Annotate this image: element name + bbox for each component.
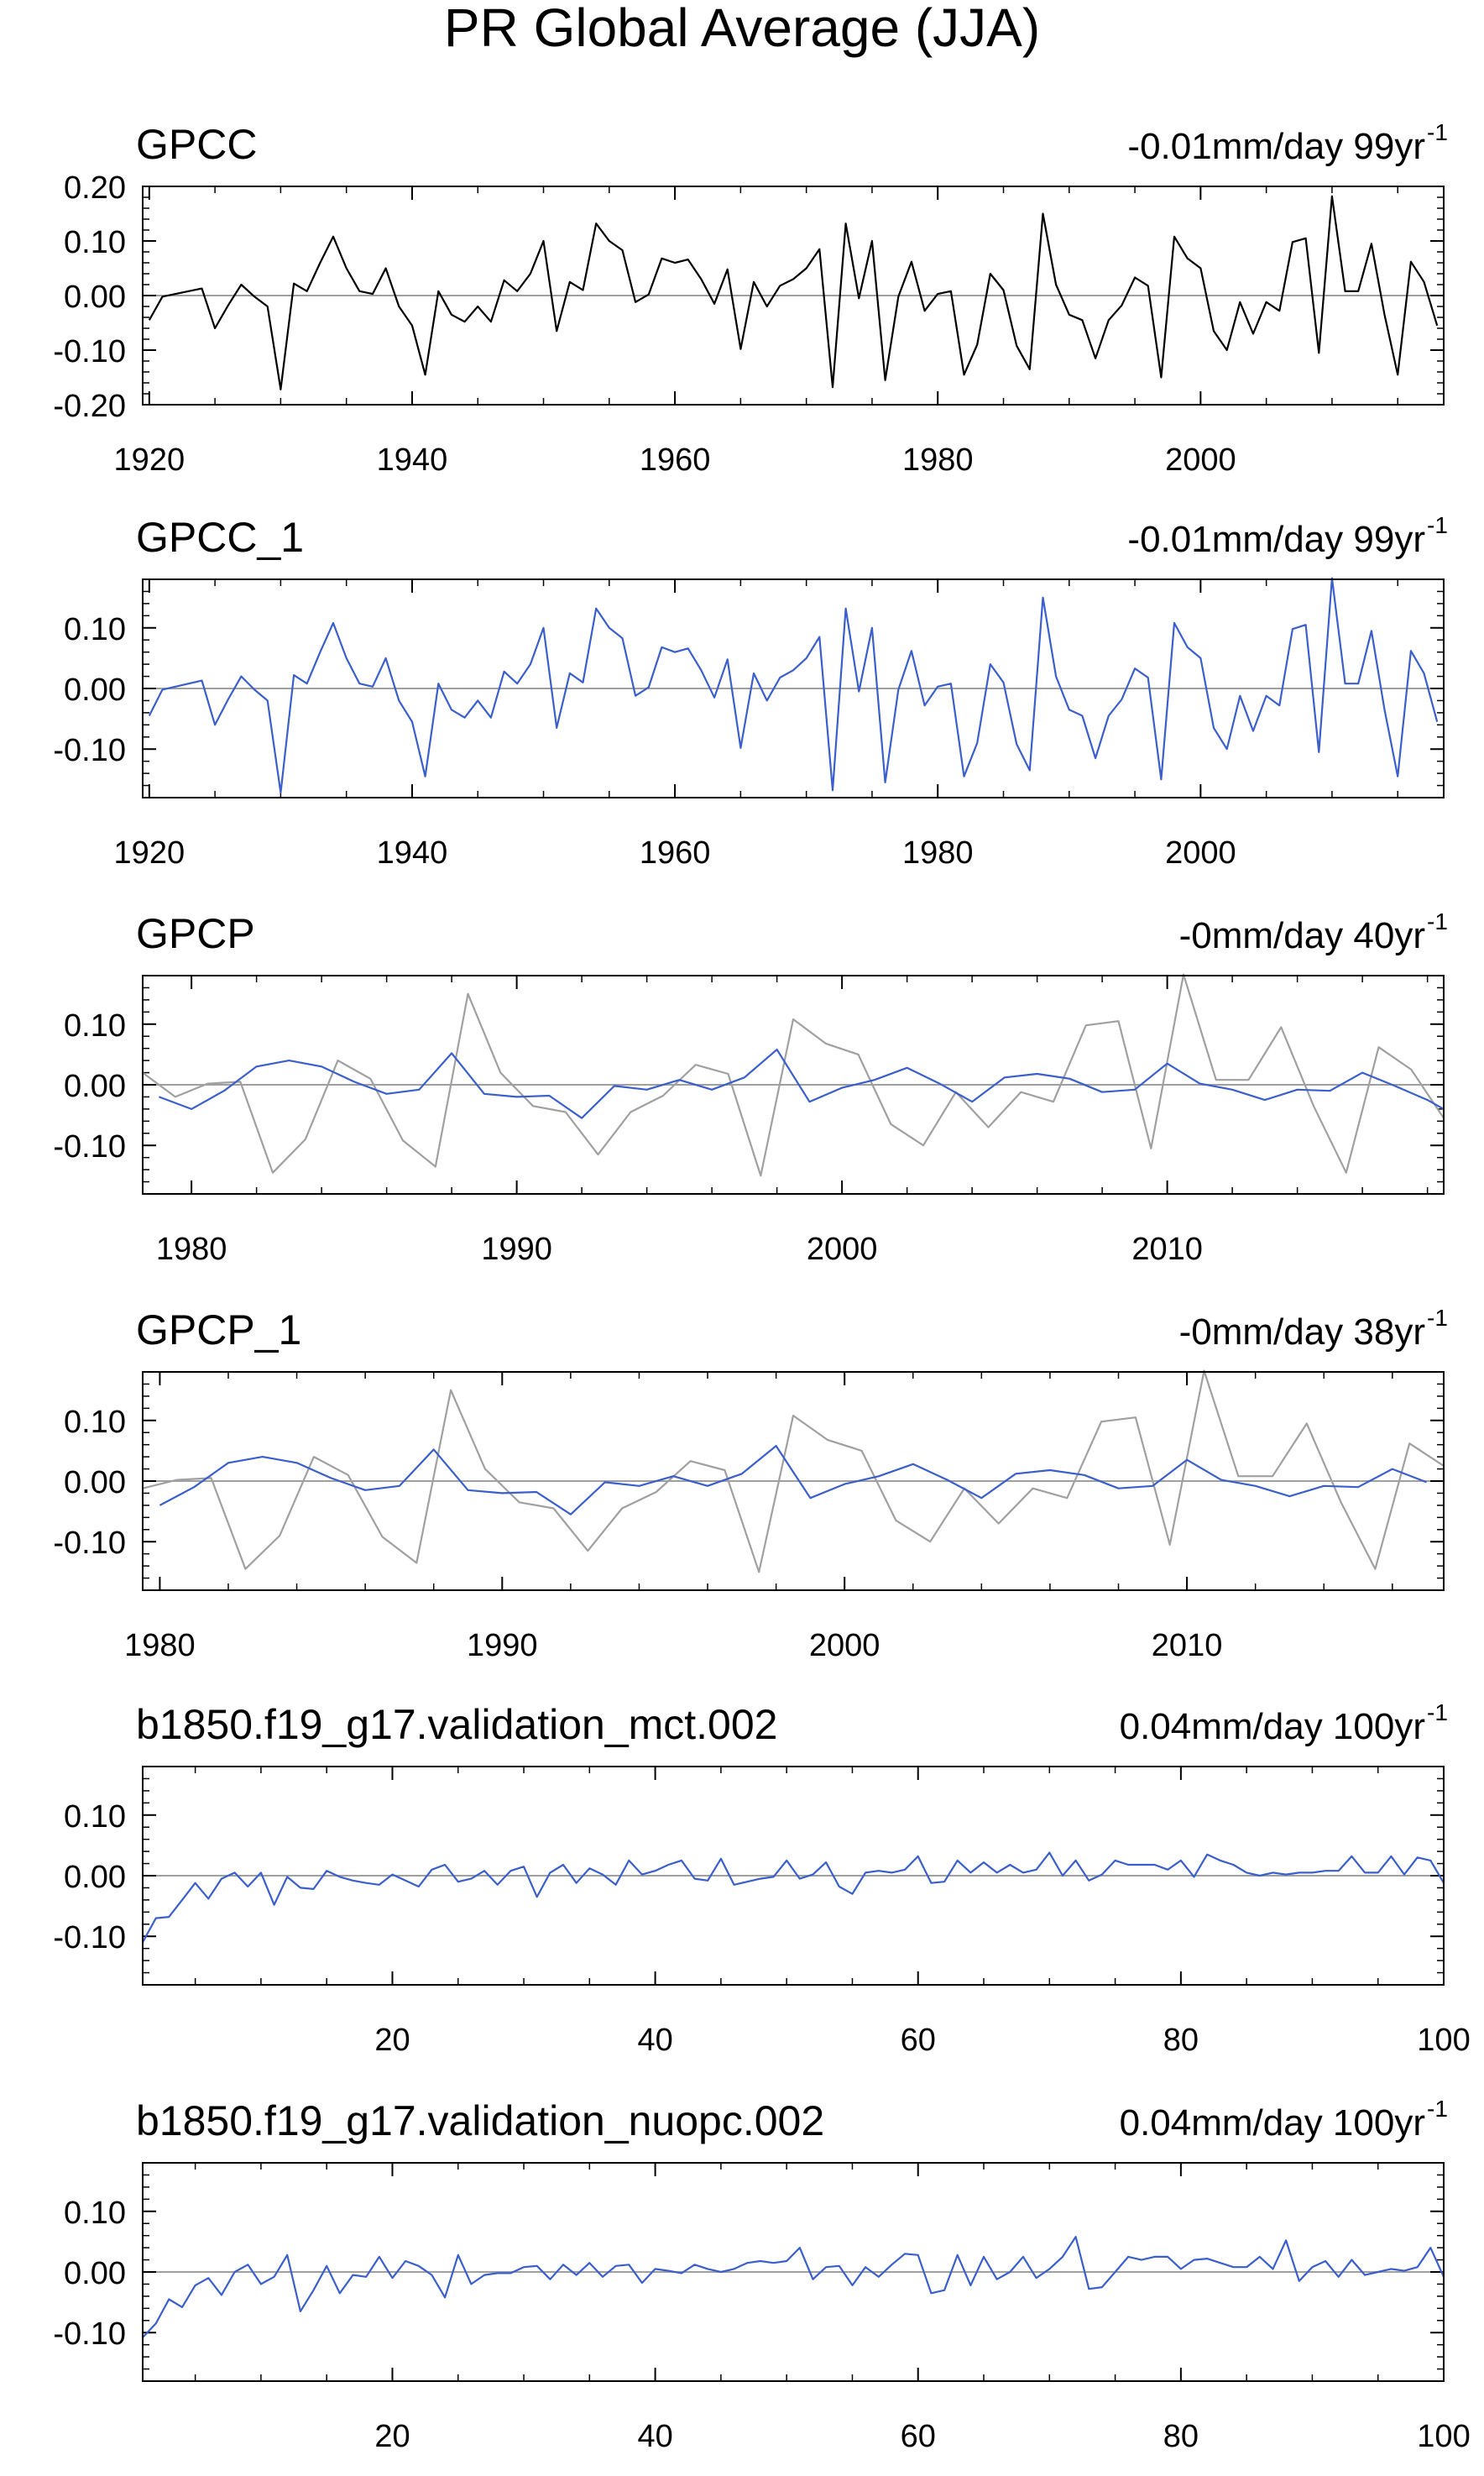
series-line [148, 195, 1439, 390]
x-tick-label: 1920 [114, 442, 186, 478]
y-tick-label: -0.10 [53, 733, 126, 768]
y-tick-label: 0.00 [64, 1860, 126, 1895]
y-tick-label: -0.10 [53, 334, 126, 369]
panel-title: GPCP_1 [136, 1306, 301, 1353]
x-tick-label: 1940 [377, 835, 448, 871]
trend-label: -0.01mm/day 99yr [1127, 126, 1425, 167]
y-tick-label: -0.20 [53, 389, 126, 424]
y-tick-label: 0.10 [64, 2196, 126, 2231]
x-tick-label: 80 [1163, 2419, 1199, 2454]
x-tick-label: 1940 [377, 442, 448, 478]
x-tick-label: 1980 [124, 1628, 196, 1663]
x-tick-label: 40 [637, 2023, 672, 2058]
x-tick-label: 20 [374, 2419, 410, 2454]
trend-label: 0.04mm/day 100yr [1120, 1706, 1425, 1747]
plot-frame [142, 186, 1445, 406]
trend-superscript: -1 [1427, 119, 1448, 145]
panel-title: GPCP [136, 910, 255, 957]
trend-superscript: -1 [1427, 512, 1448, 538]
panel-title: GPCC [136, 121, 257, 168]
chart-panel: b1850.f19_g17.validation_nuopc.002 0.04mm… [53, 2096, 1470, 2454]
x-tick-label: 1990 [467, 1628, 538, 1663]
y-tick-label: 0.10 [64, 225, 126, 260]
plot-frame [142, 1766, 1445, 1986]
trend-superscript: -1 [1427, 2096, 1448, 2122]
plot-frame [142, 1371, 1445, 1591]
y-tick-label: 0.10 [64, 612, 126, 647]
trend-superscript: -1 [1427, 908, 1448, 934]
trend-label: 0.04mm/day 100yr [1120, 2102, 1425, 2144]
panel-title: b1850.f19_g17.validation_mct.002 [136, 1701, 777, 1748]
x-tick-label: 1920 [114, 835, 186, 871]
y-tick-label: 0.00 [64, 1465, 126, 1500]
series-line [159, 1048, 1445, 1119]
y-tick-label: 0.00 [64, 673, 126, 708]
x-tick-label: 2000 [809, 1628, 880, 1663]
chart-panel: GPCP -0mm/day 40yr -1 -0.10 0.00 0.10 1980 1990… [53, 908, 1448, 1267]
chart-panel: GPCC -0.01mm/day 99yr -1 -0.20 -0.10 0.00 0.10… [53, 119, 1448, 478]
x-tick-label: 60 [901, 2419, 936, 2454]
series-line [142, 973, 1445, 1177]
y-tick-label: -0.10 [53, 2316, 126, 2352]
x-tick-label: 60 [901, 2023, 936, 2058]
panel-title: GPCC_1 [136, 514, 304, 561]
y-tick-label: 0.20 [64, 170, 126, 206]
plot-frame [142, 975, 1445, 1195]
trend-label: -0.01mm/day 99yr [1127, 519, 1425, 560]
x-tick-label: 2000 [1165, 835, 1236, 871]
panel-title: b1850.f19_g17.validation_nuopc.002 [136, 2097, 824, 2144]
x-tick-label: 100 [1417, 2419, 1470, 2454]
x-tick-label: 1980 [902, 442, 974, 478]
y-tick-label: -0.10 [53, 1129, 126, 1165]
x-tick-label: 2000 [807, 1232, 878, 1267]
figure-title: PR Global Average (JJA) [444, 0, 1040, 58]
series-line [159, 1444, 1427, 1515]
y-tick-label: 0.00 [64, 280, 126, 315]
chart-panel: b1850.f19_g17.validation_mct.002 0.04mm/d… [53, 1699, 1470, 2058]
x-tick-label: 40 [637, 2419, 672, 2454]
trend-label: -0mm/day 40yr [1179, 915, 1425, 956]
x-tick-label: 1990 [481, 1232, 552, 1267]
y-tick-label: 0.00 [64, 2256, 126, 2291]
x-tick-label: 80 [1163, 2023, 1199, 2058]
y-tick-label: 0.10 [64, 1799, 126, 1835]
x-tick-label: 1980 [156, 1232, 227, 1267]
y-tick-label: 0.10 [64, 1008, 126, 1044]
series-line [142, 2236, 1445, 2338]
chart-panel: GPCC_1 -0.01mm/day 99yr -1 -0.10 0.00 0.10 192… [53, 512, 1448, 871]
x-tick-label: 1980 [902, 835, 974, 871]
y-tick-label: -0.10 [53, 1920, 126, 1955]
plot-frame [142, 2162, 1445, 2382]
y-tick-label: 0.00 [64, 1069, 126, 1104]
x-tick-label: 2000 [1165, 442, 1236, 478]
trend-superscript: -1 [1427, 1305, 1448, 1331]
x-tick-label: 1960 [640, 835, 711, 871]
x-tick-label: 2010 [1152, 1628, 1223, 1663]
series-line [142, 1369, 1445, 1573]
x-tick-label: 2010 [1131, 1232, 1203, 1267]
y-tick-label: -0.10 [53, 1526, 126, 1561]
chart-panel: GPCP_1 -0mm/day 38yr -1 -0.10 0.00 0.10 1980 19… [53, 1305, 1448, 1663]
y-tick-label: 0.10 [64, 1405, 126, 1440]
x-tick-label: 20 [374, 2023, 410, 2058]
x-tick-label: 100 [1417, 2023, 1470, 2058]
series-line [148, 577, 1439, 794]
trend-superscript: -1 [1427, 1699, 1448, 1725]
x-tick-label: 1960 [640, 442, 711, 478]
plot-frame [142, 578, 1445, 798]
trend-label: -0mm/day 38yr [1179, 1311, 1425, 1353]
series-line [142, 1851, 1445, 1943]
